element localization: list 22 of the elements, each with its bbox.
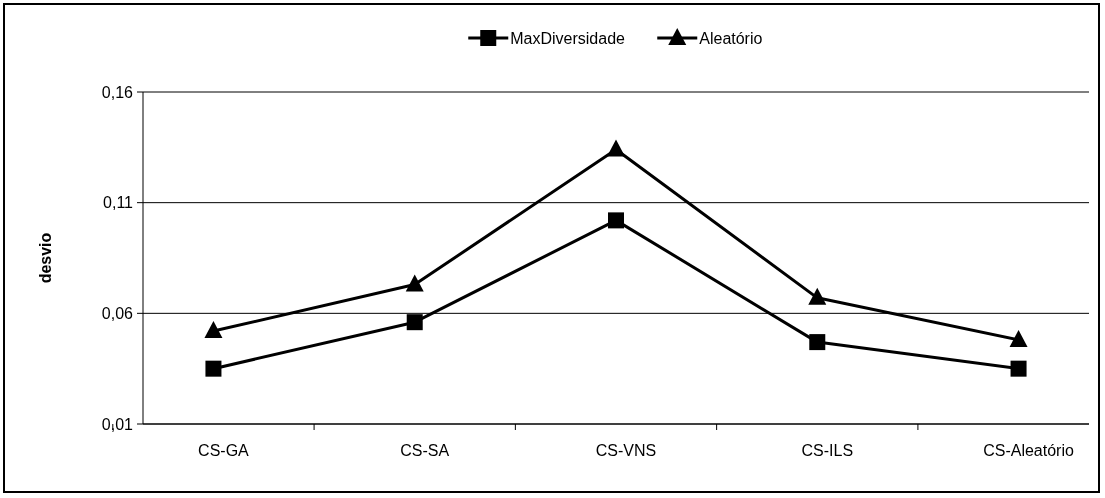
point [205, 360, 222, 377]
point [204, 321, 223, 339]
point [809, 334, 826, 351]
y-tick-label: 0,06 [101, 304, 134, 322]
x-tick-label: CS-Aleatório [983, 442, 1075, 459]
point [405, 274, 424, 292]
x-tick-label: CS-SA [400, 442, 450, 459]
point [406, 314, 423, 331]
point [1009, 329, 1028, 347]
x-tick-label: CS-VNS [595, 442, 657, 459]
point [1010, 360, 1027, 377]
x-tick-label: CS-ILS [801, 442, 854, 459]
point [607, 139, 625, 157]
legend-label: MaxDiversidade [510, 29, 626, 47]
point [608, 212, 624, 229]
point [808, 287, 827, 305]
x-tick-label: CS-GA [198, 442, 250, 459]
y-tick-label: 0,16 [101, 83, 134, 101]
y-tick-label: 0,01 [101, 415, 134, 433]
y-axis-title: desvio [37, 232, 54, 284]
y-tick-label: 0,11 [103, 194, 134, 212]
legend-label: Aleatório [699, 29, 763, 47]
